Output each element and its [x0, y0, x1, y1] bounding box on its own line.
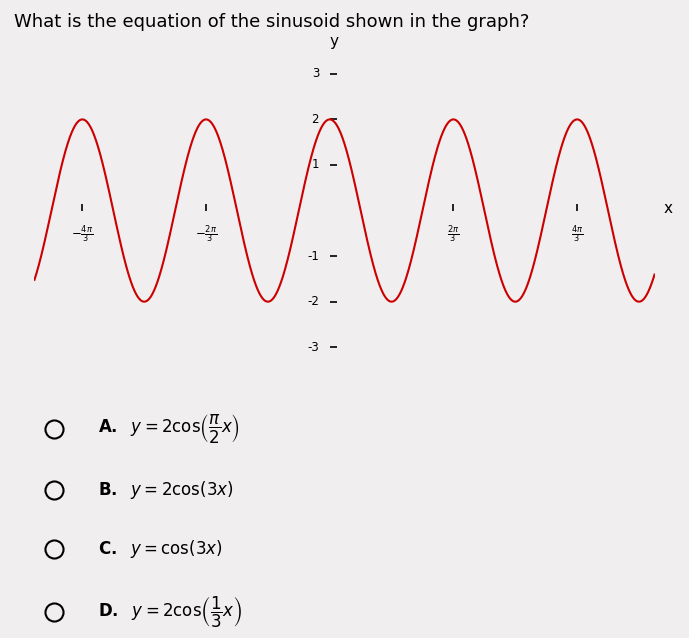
Text: $\mathbf{B.}$  $y = 2\cos(3x)$: $\mathbf{B.}$ $y = 2\cos(3x)$ [98, 479, 234, 501]
Text: -3: -3 [307, 341, 319, 353]
Text: $\mathbf{C.}$  $y = \cos(3x)$: $\mathbf{C.}$ $y = \cos(3x)$ [98, 538, 223, 560]
Text: -1: -1 [307, 249, 319, 263]
Text: $-\frac{4\pi}{3}$: $-\frac{4\pi}{3}$ [71, 223, 94, 245]
Text: What is the equation of the sinusoid shown in the graph?: What is the equation of the sinusoid sho… [14, 13, 529, 31]
Text: 3: 3 [311, 68, 319, 80]
Text: -2: -2 [307, 295, 319, 308]
Text: y: y [330, 34, 339, 48]
Text: 1: 1 [311, 158, 319, 172]
Text: $\frac{4\pi}{3}$: $\frac{4\pi}{3}$ [571, 223, 584, 245]
Text: $\mathbf{D.}$  $y = 2\cos\!\left(\dfrac{1}{3}x\right)$: $\mathbf{D.}$ $y = 2\cos\!\left(\dfrac{1… [98, 595, 243, 630]
Text: $\mathbf{A.}$  $y = 2\cos\!\left(\dfrac{\pi}{2}x\right)$: $\mathbf{A.}$ $y = 2\cos\!\left(\dfrac{\… [98, 412, 240, 445]
Text: $\frac{2\pi}{3}$: $\frac{2\pi}{3}$ [447, 223, 460, 245]
Text: $-\frac{2\pi}{3}$: $-\frac{2\pi}{3}$ [195, 223, 217, 245]
Text: x: x [664, 201, 672, 216]
Text: 2: 2 [311, 113, 319, 126]
